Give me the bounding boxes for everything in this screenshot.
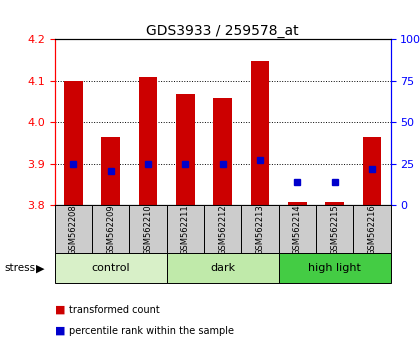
Bar	[167, 253, 278, 283]
Text: GSM562211: GSM562211	[181, 204, 190, 255]
Text: GSM562208: GSM562208	[69, 204, 78, 255]
Bar	[241, 205, 278, 253]
Text: high light: high light	[308, 263, 361, 273]
Bar	[92, 205, 129, 253]
Bar	[129, 205, 167, 253]
Text: ■: ■	[55, 305, 65, 315]
Text: GSM562213: GSM562213	[255, 204, 265, 255]
Text: transformed count: transformed count	[69, 305, 160, 315]
Bar	[64, 81, 83, 205]
Bar	[167, 205, 204, 253]
Title: GDS3933 / 259578_at: GDS3933 / 259578_at	[146, 24, 299, 38]
Text: ▶: ▶	[36, 263, 44, 273]
Bar	[325, 202, 344, 205]
Bar	[278, 205, 316, 253]
Bar	[316, 205, 353, 253]
Text: GSM562209: GSM562209	[106, 204, 115, 255]
Text: control: control	[91, 263, 130, 273]
Bar	[101, 137, 120, 205]
Bar	[278, 253, 391, 283]
Bar	[251, 61, 269, 205]
Bar	[288, 202, 307, 205]
Text: ■: ■	[55, 326, 65, 336]
Text: dark: dark	[210, 263, 235, 273]
Text: GSM562214: GSM562214	[293, 204, 302, 255]
Text: stress: stress	[4, 263, 35, 273]
Text: GSM562212: GSM562212	[218, 204, 227, 255]
Bar	[353, 205, 391, 253]
Text: GSM562216: GSM562216	[368, 204, 376, 255]
Bar	[55, 253, 167, 283]
Bar	[213, 98, 232, 205]
Bar	[139, 77, 157, 205]
Bar	[55, 205, 92, 253]
Text: GSM562210: GSM562210	[144, 204, 152, 255]
Bar	[362, 137, 381, 205]
Bar	[176, 94, 194, 205]
Bar	[204, 205, 241, 253]
Text: percentile rank within the sample: percentile rank within the sample	[69, 326, 234, 336]
Text: GSM562215: GSM562215	[330, 204, 339, 255]
